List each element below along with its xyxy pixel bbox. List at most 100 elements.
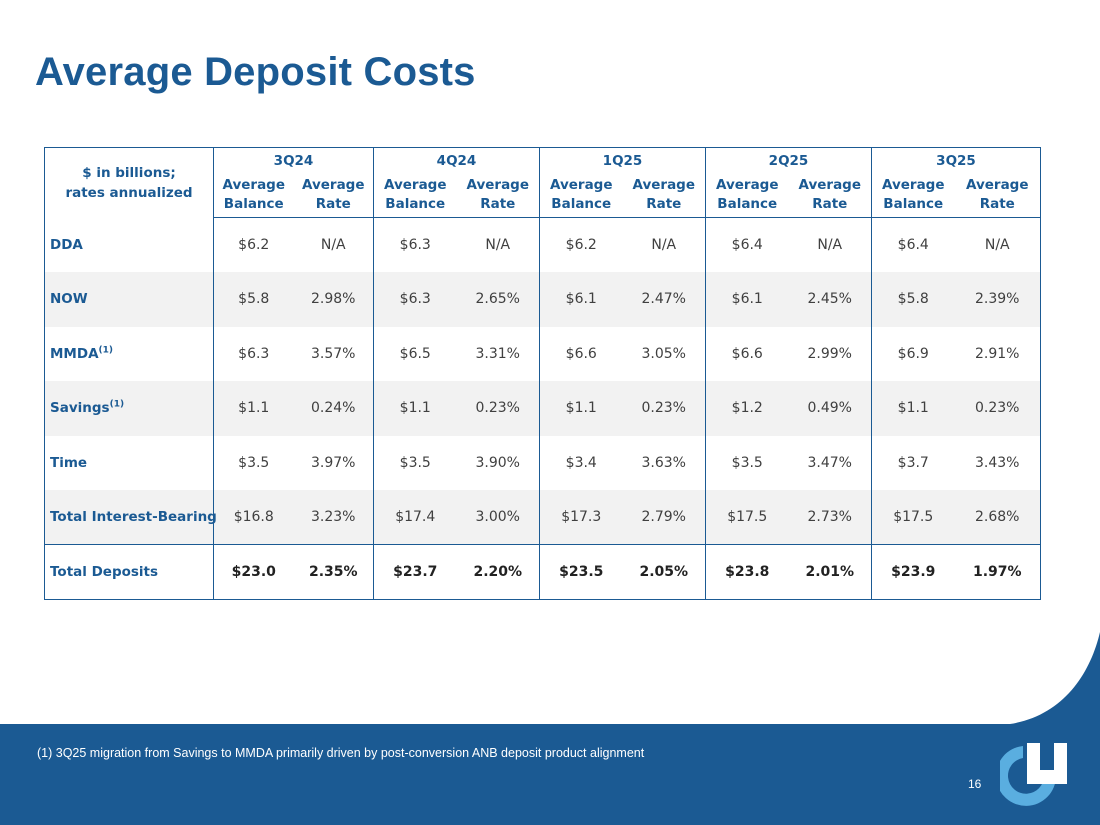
- rate-cell: 3.97%: [311, 454, 356, 471]
- balance-header-line1: Average: [715, 177, 779, 194]
- rate-cell: 0.23%: [954, 381, 1041, 436]
- table-row: Total Deposits $23.0 2.35% $23.7 2.20% $23.5 2…: [44, 544, 1041, 599]
- balance-cell: $6.5: [373, 326, 457, 381]
- rate-cell: N/A: [651, 237, 677, 253]
- rate-header-line2: Rate: [480, 196, 516, 213]
- balance-header-line1: Average: [222, 177, 285, 194]
- row-label: Savings(1): [44, 381, 214, 436]
- balance-cell: $23.8: [705, 544, 789, 599]
- corner-label-line2: rates annualized: [65, 184, 193, 201]
- row-label: NOW: [44, 272, 214, 327]
- rate-cell: 2.39%: [954, 272, 1041, 327]
- balance-cell: $6.3: [213, 326, 294, 381]
- rate-cell: 2.65%: [456, 272, 540, 327]
- balance-cell: $5.8: [871, 272, 955, 327]
- balance-cell: $17.3: [539, 490, 623, 545]
- table-row: Time $3.5 3.97% $3.5 3.90% $3.4 3.63% $3.5 3.47%…: [45, 435, 1041, 491]
- balance-cell: $23.9: [871, 544, 955, 599]
- period-header: 3Q25: [871, 147, 1041, 174]
- rate-cell: 0.49%: [788, 381, 872, 436]
- table-corner-header: $ in billions; rates annualized: [45, 148, 214, 218]
- average-balance-header: Average Balance: [705, 173, 789, 218]
- company-logo-icon: [1000, 743, 1067, 806]
- balance-cell: $1.1: [871, 381, 955, 436]
- balance-cell: $6.2: [213, 217, 294, 272]
- rate-cell: 2.01%: [788, 544, 872, 599]
- balance-cell: $1.1: [539, 381, 623, 436]
- balance-cell: $3.7: [871, 435, 955, 490]
- rate-cell: 3.31%: [475, 345, 520, 362]
- rate-cell: 2.91%: [975, 345, 1020, 362]
- rate-cell: N/A: [320, 237, 346, 253]
- balance-cell: $17.4: [373, 490, 457, 545]
- period-header: 1Q25: [539, 147, 706, 174]
- rate-cell: N/A: [485, 237, 511, 253]
- rate-cell: N/A: [817, 237, 843, 253]
- balance-header-line2: Balance: [223, 196, 284, 213]
- balance-cell: $6.4: [871, 217, 955, 272]
- corner-label-line1: $ in billions;: [82, 164, 176, 181]
- balance-header-line1: Average: [549, 177, 613, 194]
- table-row: Savings(1) $1.1 0.24% $1.1 0.23% $1.1 0.23% $1.…: [44, 381, 1041, 436]
- balance-cell: $23.7: [373, 544, 457, 599]
- rate-cell: 0.24%: [293, 381, 374, 436]
- balance-cell: $1.1: [373, 381, 457, 436]
- rate-header-line2: Rate: [646, 196, 682, 213]
- rate-header-line2: Rate: [812, 196, 848, 213]
- balance-cell: $3.5: [705, 435, 789, 490]
- rate-header-line1: Average: [301, 177, 365, 194]
- period-header: 3Q24: [213, 147, 374, 174]
- row-label: Total Deposits: [44, 544, 214, 599]
- balance-cell: $1.1: [213, 381, 294, 436]
- balance-cell: $23.5: [539, 544, 623, 599]
- average-rate-header: Average Rate: [954, 173, 1041, 218]
- balance-header-line2: Balance: [385, 196, 446, 213]
- rate-cell: 2.99%: [807, 345, 852, 362]
- rate-header-line2: Rate: [979, 196, 1015, 213]
- rate-cell: 2.79%: [622, 490, 706, 545]
- balance-cell: $17.5: [871, 490, 955, 545]
- balance-cell: $3.5: [213, 435, 294, 490]
- rate-cell: 2.73%: [788, 490, 872, 545]
- balance-cell: $6.4: [705, 217, 789, 272]
- balance-cell: $16.8: [213, 490, 294, 545]
- rate-cell: 0.23%: [456, 381, 540, 436]
- balance-cell: $6.3: [373, 217, 457, 272]
- average-balance-header: Average Balance: [539, 173, 623, 218]
- table-row: MMDA(1) $6.3 3.57% $6.5 3.31% $6.6 3.05% $6.6 2.…: [45, 326, 1041, 382]
- row-label-text: Savings: [50, 400, 110, 417]
- balance-header-line1: Average: [383, 177, 447, 194]
- rate-cell: 2.35%: [293, 544, 374, 599]
- rate-header-line2: Rate: [315, 196, 351, 213]
- rate-cell: 2.47%: [622, 272, 706, 327]
- row-label-text: Total Interest-Bearing: [50, 509, 217, 525]
- period-header: 4Q24: [373, 147, 540, 174]
- rate-cell: 3.63%: [641, 454, 686, 471]
- balance-cell: $6.1: [705, 272, 789, 327]
- rate-cell: 3.43%: [975, 454, 1020, 471]
- balance-cell: $17.5: [705, 490, 789, 545]
- balance-cell: $3.5: [373, 435, 457, 490]
- row-label-text: NOW: [50, 291, 88, 308]
- table-row: DDA $6.2 N/A $6.3 N/A $6.2 N/A $6.4 N/A $6.4 N/A: [45, 217, 1041, 272]
- rate-cell: 3.90%: [475, 454, 520, 471]
- rate-cell: 3.57%: [311, 345, 356, 362]
- rate-cell: 2.05%: [622, 544, 706, 599]
- row-label: Time: [45, 436, 214, 491]
- row-label-text: Time: [50, 454, 88, 471]
- balance-cell: $3.4: [539, 435, 623, 490]
- row-label-text: Total Deposits: [50, 563, 159, 580]
- row-label: MMDA(1): [45, 327, 214, 382]
- footer-band: [0, 724, 1100, 825]
- footnote-marker: (1): [98, 345, 114, 356]
- rate-cell: 0.23%: [622, 381, 706, 436]
- balance-header-line2: Balance: [717, 196, 778, 213]
- balance-cell: $6.6: [705, 326, 789, 381]
- rate-cell: 2.98%: [293, 272, 374, 327]
- balance-cell: $5.8: [213, 272, 294, 327]
- row-label-text: MMDA: [50, 345, 99, 362]
- balance-header-line2: Balance: [551, 196, 612, 213]
- page-title: Average Deposit Costs: [35, 50, 476, 94]
- row-label-text: DDA: [50, 236, 83, 253]
